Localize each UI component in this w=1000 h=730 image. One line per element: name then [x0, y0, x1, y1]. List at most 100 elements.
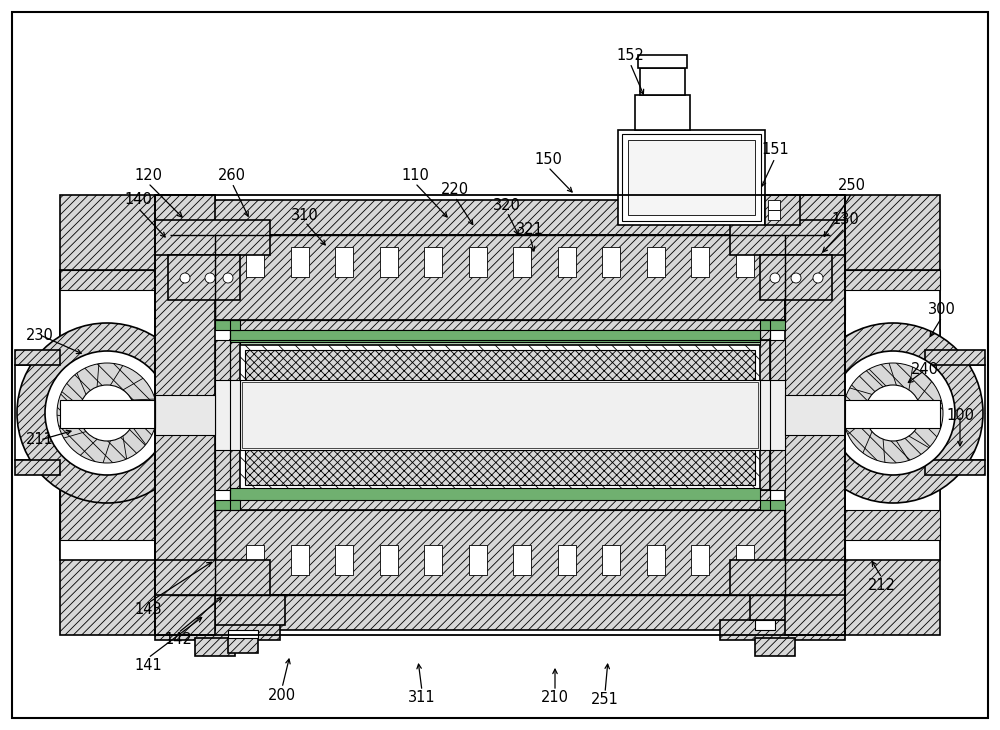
- Text: 321: 321: [516, 223, 544, 237]
- Text: 100: 100: [946, 407, 974, 423]
- Bar: [380, 247, 398, 277]
- Bar: [647, 545, 665, 575]
- Polygon shape: [760, 380, 785, 450]
- Bar: [15, 365, 75, 460]
- Polygon shape: [228, 630, 258, 638]
- Polygon shape: [768, 210, 780, 220]
- Polygon shape: [230, 415, 770, 490]
- Polygon shape: [215, 500, 240, 510]
- Polygon shape: [155, 195, 215, 635]
- Polygon shape: [750, 595, 810, 620]
- Text: 251: 251: [591, 693, 619, 707]
- Text: 152: 152: [616, 47, 644, 63]
- Circle shape: [813, 273, 823, 283]
- Circle shape: [45, 351, 169, 475]
- Circle shape: [180, 273, 190, 283]
- Polygon shape: [190, 595, 250, 620]
- Circle shape: [831, 351, 955, 475]
- Polygon shape: [215, 380, 240, 450]
- Bar: [469, 247, 487, 277]
- Text: 210: 210: [541, 691, 569, 705]
- Bar: [691, 247, 709, 277]
- Polygon shape: [195, 620, 215, 630]
- Bar: [691, 545, 709, 575]
- Polygon shape: [240, 330, 760, 345]
- Polygon shape: [60, 460, 215, 595]
- Text: 120: 120: [134, 167, 162, 182]
- Text: 130: 130: [831, 212, 859, 228]
- Circle shape: [79, 385, 135, 441]
- Bar: [558, 545, 576, 575]
- Text: 300: 300: [928, 302, 956, 318]
- Text: 212: 212: [868, 577, 896, 593]
- Circle shape: [803, 323, 983, 503]
- Polygon shape: [622, 134, 761, 221]
- Circle shape: [791, 273, 801, 283]
- Polygon shape: [845, 270, 940, 560]
- Bar: [246, 545, 264, 575]
- Bar: [755, 638, 795, 656]
- Polygon shape: [765, 195, 800, 225]
- Polygon shape: [60, 270, 155, 560]
- Bar: [513, 545, 531, 575]
- Polygon shape: [635, 95, 690, 130]
- Text: 260: 260: [218, 167, 246, 182]
- Polygon shape: [755, 620, 775, 630]
- Text: 250: 250: [838, 177, 866, 193]
- Polygon shape: [15, 350, 60, 365]
- Circle shape: [57, 363, 157, 463]
- Polygon shape: [230, 488, 760, 500]
- Polygon shape: [170, 595, 830, 630]
- Polygon shape: [768, 200, 780, 210]
- Bar: [647, 247, 665, 277]
- Bar: [380, 545, 398, 575]
- Circle shape: [223, 273, 233, 283]
- Polygon shape: [155, 220, 270, 255]
- Polygon shape: [15, 460, 60, 475]
- Polygon shape: [628, 140, 755, 215]
- Bar: [291, 545, 309, 575]
- Polygon shape: [760, 320, 785, 330]
- Polygon shape: [230, 320, 770, 340]
- Polygon shape: [240, 345, 760, 490]
- Polygon shape: [618, 130, 765, 225]
- Text: 140: 140: [124, 193, 152, 207]
- Bar: [513, 247, 531, 277]
- Polygon shape: [155, 395, 215, 435]
- Polygon shape: [60, 235, 215, 320]
- Circle shape: [843, 363, 943, 463]
- Polygon shape: [240, 380, 760, 450]
- Bar: [246, 247, 264, 277]
- Bar: [736, 247, 754, 277]
- Bar: [335, 247, 353, 277]
- Bar: [228, 638, 258, 653]
- Bar: [558, 247, 576, 277]
- Polygon shape: [730, 560, 845, 595]
- Text: 142: 142: [164, 632, 192, 648]
- Text: 220: 220: [441, 182, 469, 198]
- Polygon shape: [785, 195, 940, 635]
- Polygon shape: [785, 395, 845, 435]
- Polygon shape: [215, 340, 230, 490]
- Polygon shape: [785, 235, 940, 320]
- Polygon shape: [230, 340, 770, 415]
- Text: 143: 143: [134, 602, 162, 618]
- Bar: [602, 247, 620, 277]
- Polygon shape: [215, 510, 785, 595]
- Polygon shape: [770, 340, 785, 490]
- Polygon shape: [925, 350, 985, 365]
- Polygon shape: [155, 620, 280, 640]
- Bar: [602, 545, 620, 575]
- Text: 211: 211: [26, 432, 54, 447]
- Polygon shape: [730, 220, 845, 255]
- Text: 110: 110: [401, 167, 429, 182]
- Polygon shape: [242, 382, 758, 448]
- Polygon shape: [760, 500, 785, 510]
- Polygon shape: [720, 620, 845, 640]
- Polygon shape: [845, 400, 940, 428]
- Text: 311: 311: [408, 691, 436, 705]
- Circle shape: [770, 273, 780, 283]
- Circle shape: [865, 385, 921, 441]
- Bar: [424, 247, 442, 277]
- Polygon shape: [215, 595, 285, 625]
